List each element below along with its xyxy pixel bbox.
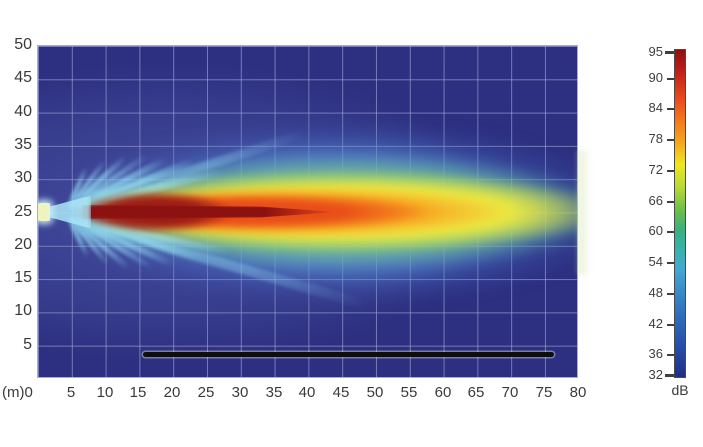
- colorbar-tick: [667, 354, 674, 356]
- beam-max-level-spear: [82, 205, 337, 219]
- colorbar: [674, 49, 686, 378]
- colorbar-tick: [667, 324, 674, 326]
- colorbar-tick: [665, 51, 674, 54]
- x-tick-label: 45: [332, 384, 350, 401]
- colorbar-label: 60: [648, 223, 663, 238]
- y-tick-label: 50: [14, 36, 32, 53]
- x-tick-label: 70: [501, 384, 519, 401]
- x-tick-label: 40: [298, 384, 316, 401]
- x-tick-label: 55: [400, 384, 418, 401]
- colorbar-tick: [667, 170, 674, 172]
- y-tick-label: 30: [14, 169, 32, 186]
- colorbar-tick: [667, 201, 674, 203]
- colorbar-tick: [667, 78, 674, 80]
- colorbar-label: 84: [648, 100, 663, 115]
- beam-edge-bleed-glow: [578, 150, 591, 275]
- x-tick-label: 25: [197, 384, 215, 401]
- x-tick-label: 5: [66, 384, 76, 401]
- colorbar-label: 95: [648, 44, 663, 59]
- x-tick-label: 65: [467, 384, 485, 401]
- audience-line-bar: [143, 352, 554, 357]
- y-tick-label: 25: [14, 203, 32, 220]
- colorbar-unit-label: dB: [671, 382, 689, 398]
- colorbar-tick: [667, 293, 674, 295]
- colorbar-label: 42: [648, 316, 663, 331]
- x-tick-label: 30: [231, 384, 249, 401]
- y-tick-label: 35: [14, 136, 32, 153]
- y-tick-label: 20: [14, 236, 32, 253]
- x-tick-label: 60: [434, 384, 452, 401]
- colorbar-tick: [667, 262, 674, 264]
- x-tick-label: 80: [569, 384, 587, 401]
- colorbar-label: 78: [648, 131, 663, 146]
- colorbar-label: 36: [648, 346, 663, 361]
- x-tick-label: 10: [96, 384, 114, 401]
- x-tick-label: 15: [129, 384, 147, 401]
- colorbar-label: 54: [648, 254, 663, 269]
- x-tick-label: 35: [265, 384, 283, 401]
- x-tick-label: 75: [535, 384, 553, 401]
- x-tick-label: 20: [163, 384, 181, 401]
- colorbar-label: 66: [648, 193, 663, 208]
- colorbar-tick: [665, 374, 674, 377]
- heatmap-plot-area: [37, 45, 578, 378]
- loudspeaker-source-marker: [38, 203, 50, 221]
- y-tick-label: 40: [14, 103, 32, 120]
- y-tick-label: 15: [14, 269, 32, 286]
- colorbar-tick: [667, 139, 674, 141]
- colorbar-tick: [667, 231, 674, 233]
- y-tick-label: 10: [14, 302, 32, 319]
- y-tick-label: 45: [14, 69, 32, 86]
- colorbar-label: 48: [648, 285, 663, 300]
- colorbar-label: 72: [648, 162, 663, 177]
- colorbar-label: 32: [648, 367, 663, 382]
- colorbar-tick: [667, 108, 674, 110]
- colorbar-label: 90: [648, 70, 663, 85]
- x-origin-unit-label: (m)0: [2, 384, 33, 401]
- x-tick-label: 50: [366, 384, 384, 401]
- y-tick-label: 5: [23, 336, 32, 353]
